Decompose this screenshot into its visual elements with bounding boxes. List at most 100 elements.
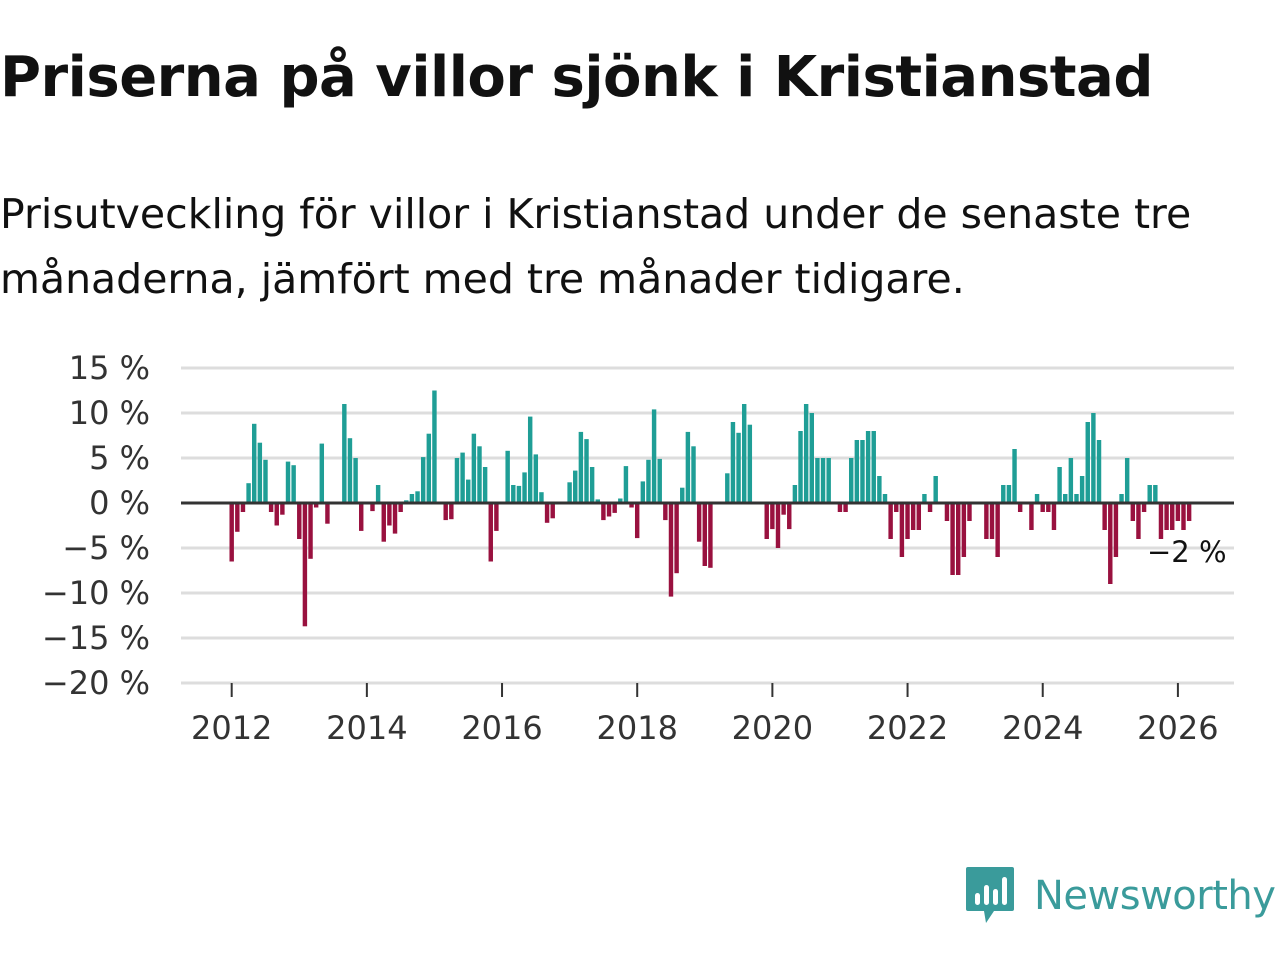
bar bbox=[668, 503, 674, 597]
bar bbox=[544, 503, 550, 523]
bar bbox=[533, 454, 539, 503]
bar bbox=[426, 433, 432, 503]
bar bbox=[950, 503, 955, 575]
x-tick-label: 2012 bbox=[191, 709, 272, 747]
bar bbox=[770, 503, 775, 530]
bar bbox=[1096, 440, 1102, 503]
bar bbox=[1034, 494, 1040, 503]
bar bbox=[916, 503, 922, 530]
bar bbox=[696, 503, 702, 542]
bar bbox=[539, 492, 544, 503]
bar bbox=[775, 503, 781, 548]
bar bbox=[1136, 503, 1141, 539]
bar bbox=[1012, 449, 1017, 503]
bar bbox=[933, 476, 938, 503]
bar bbox=[573, 470, 578, 503]
x-tick-label: 2020 bbox=[732, 709, 813, 747]
x-tick-label: 2016 bbox=[461, 709, 542, 747]
bar bbox=[787, 503, 792, 530]
bar bbox=[1170, 503, 1175, 530]
bar bbox=[730, 422, 736, 503]
x-tick-label: 2026 bbox=[1137, 709, 1218, 747]
bar bbox=[837, 503, 843, 512]
bar bbox=[1108, 503, 1113, 584]
bar bbox=[460, 452, 465, 503]
x-tick-label: 2024 bbox=[1002, 709, 1083, 747]
bar bbox=[651, 409, 657, 503]
bar bbox=[578, 431, 584, 503]
bar bbox=[910, 503, 916, 530]
bar bbox=[792, 485, 798, 503]
bar bbox=[623, 466, 629, 503]
chart-title: Priserna på villor sjönk i Kristianstad bbox=[0, 45, 1153, 110]
bar bbox=[1181, 503, 1186, 530]
bar bbox=[646, 459, 651, 503]
bar bbox=[527, 416, 533, 503]
bar bbox=[477, 446, 482, 503]
bar-chart: 15 %10 %5 %0 %−5 %−10 %−15 %−20 % 2012 20… bbox=[42, 349, 1234, 747]
x-tick-label: 2014 bbox=[326, 709, 407, 747]
bar bbox=[1040, 503, 1045, 512]
y-tick-label: 0 % bbox=[89, 484, 150, 522]
chart-subtitle: Prisutveckling för villor i Kristianstad… bbox=[0, 190, 1192, 303]
bar bbox=[691, 446, 696, 503]
bar bbox=[454, 458, 460, 503]
bar bbox=[984, 503, 989, 539]
bar bbox=[392, 503, 398, 534]
grid-lines bbox=[181, 366, 1234, 685]
bar bbox=[488, 503, 493, 562]
bar bbox=[432, 390, 437, 503]
bar bbox=[702, 503, 707, 566]
bar bbox=[663, 503, 668, 521]
bar bbox=[409, 494, 415, 503]
bar bbox=[263, 459, 268, 503]
bar bbox=[505, 450, 510, 503]
y-tick-label: 15 % bbox=[69, 349, 150, 387]
bar bbox=[1029, 503, 1034, 530]
bar bbox=[640, 481, 646, 503]
bar bbox=[516, 485, 522, 503]
y-tick-label: −15 % bbox=[42, 619, 150, 657]
bar bbox=[1006, 485, 1012, 503]
bar bbox=[347, 438, 353, 503]
bar bbox=[325, 503, 330, 524]
last-value-label: −2 % bbox=[1147, 535, 1227, 569]
bar bbox=[387, 503, 392, 526]
bar bbox=[629, 503, 634, 508]
bar bbox=[285, 461, 291, 503]
bar bbox=[246, 483, 251, 503]
x-tick-label: 2018 bbox=[596, 709, 677, 747]
bar bbox=[725, 473, 730, 503]
bar bbox=[297, 503, 302, 539]
bar bbox=[589, 467, 595, 503]
bar bbox=[1147, 485, 1152, 503]
bar bbox=[961, 503, 967, 557]
bar bbox=[353, 458, 358, 503]
bar bbox=[815, 458, 820, 503]
y-tick-label: 5 % bbox=[89, 439, 150, 477]
bar bbox=[595, 499, 600, 503]
bar bbox=[995, 503, 1000, 557]
bar bbox=[1068, 458, 1074, 503]
bar bbox=[550, 503, 555, 519]
bar bbox=[736, 432, 741, 503]
bar bbox=[809, 413, 815, 503]
bar bbox=[268, 503, 274, 512]
y-axis-labels: 15 % 10 % 5 % 0 % −5 % −10 % −15 % −20 % bbox=[42, 349, 150, 702]
y-tick-label: −10 % bbox=[42, 574, 150, 612]
bar bbox=[494, 503, 499, 531]
bar bbox=[877, 476, 882, 503]
bar bbox=[381, 503, 386, 542]
bar bbox=[359, 503, 364, 531]
bar bbox=[618, 498, 623, 503]
bar bbox=[882, 494, 888, 503]
bar bbox=[922, 494, 927, 503]
bar bbox=[302, 503, 308, 627]
bar bbox=[1124, 458, 1130, 503]
bar bbox=[764, 503, 769, 539]
bar bbox=[894, 503, 899, 512]
bar bbox=[803, 404, 809, 503]
bar bbox=[1085, 422, 1090, 503]
bar bbox=[1051, 503, 1057, 530]
bar bbox=[1057, 467, 1062, 503]
